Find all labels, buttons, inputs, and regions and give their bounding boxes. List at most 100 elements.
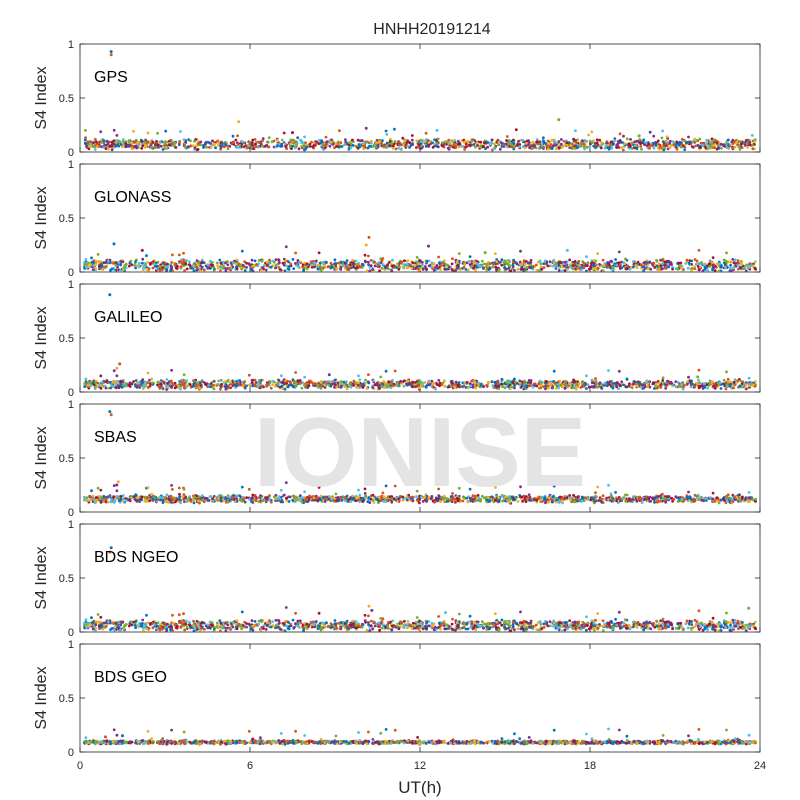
data-point bbox=[653, 387, 656, 390]
outlier-point bbox=[112, 242, 116, 246]
data-point bbox=[276, 144, 279, 148]
data-point bbox=[418, 264, 422, 268]
data-point bbox=[717, 269, 721, 273]
data-point bbox=[684, 262, 688, 265]
data-point bbox=[344, 138, 347, 142]
data-point bbox=[703, 386, 707, 389]
data-point bbox=[355, 385, 359, 389]
data-point bbox=[424, 144, 428, 148]
data-point bbox=[318, 138, 321, 142]
data-point bbox=[323, 146, 327, 150]
data-point bbox=[680, 141, 683, 145]
data-point bbox=[339, 141, 343, 145]
data-point bbox=[592, 384, 596, 388]
data-point bbox=[454, 380, 458, 384]
data-point bbox=[698, 381, 701, 385]
scatter-points bbox=[83, 50, 757, 152]
data-point bbox=[472, 143, 476, 146]
data-point bbox=[674, 145, 678, 149]
data-point bbox=[166, 382, 169, 385]
data-point bbox=[724, 266, 727, 270]
data-point bbox=[357, 381, 360, 385]
data-point bbox=[557, 146, 561, 150]
data-point bbox=[435, 142, 439, 145]
data-point bbox=[303, 261, 306, 265]
data-point bbox=[216, 264, 220, 267]
data-point bbox=[552, 264, 555, 268]
data-point bbox=[450, 268, 454, 272]
data-point bbox=[102, 146, 106, 149]
data-point bbox=[112, 128, 116, 132]
data-point bbox=[732, 265, 736, 269]
data-point bbox=[748, 140, 752, 144]
data-point bbox=[342, 380, 346, 384]
data-point bbox=[100, 263, 103, 267]
data-point bbox=[676, 381, 680, 384]
data-point bbox=[127, 264, 131, 268]
data-point bbox=[122, 268, 125, 271]
data-point bbox=[430, 261, 434, 265]
data-point bbox=[220, 382, 224, 386]
data-point bbox=[474, 386, 478, 390]
data-point bbox=[410, 267, 414, 270]
data-point bbox=[199, 140, 203, 144]
data-point bbox=[591, 264, 595, 267]
data-point bbox=[415, 139, 419, 143]
data-point bbox=[302, 268, 306, 271]
data-point bbox=[558, 379, 562, 383]
data-point bbox=[622, 148, 625, 152]
data-point bbox=[287, 268, 291, 271]
data-point bbox=[257, 259, 261, 262]
data-point bbox=[535, 138, 539, 142]
data-point bbox=[708, 262, 712, 266]
data-point bbox=[330, 140, 333, 144]
data-point bbox=[638, 138, 642, 141]
data-point bbox=[384, 146, 388, 149]
data-point bbox=[590, 141, 594, 145]
data-point bbox=[165, 146, 168, 149]
data-point bbox=[371, 268, 374, 271]
data-point bbox=[154, 146, 157, 150]
data-point bbox=[137, 381, 141, 385]
data-point bbox=[288, 383, 291, 387]
data-point bbox=[114, 383, 118, 387]
data-point bbox=[438, 384, 441, 388]
data-point bbox=[525, 384, 529, 388]
data-point bbox=[654, 141, 658, 144]
data-point bbox=[637, 134, 641, 138]
data-point bbox=[236, 134, 240, 138]
data-point bbox=[172, 144, 176, 148]
data-point bbox=[711, 267, 715, 270]
data-point bbox=[217, 143, 221, 146]
data-point bbox=[641, 140, 645, 144]
data-point bbox=[169, 269, 172, 272]
data-point bbox=[706, 269, 710, 272]
data-point bbox=[217, 379, 221, 383]
data-point bbox=[577, 382, 581, 386]
data-point bbox=[308, 142, 312, 146]
data-point bbox=[163, 140, 167, 144]
data-point bbox=[292, 267, 296, 270]
data-point bbox=[90, 260, 94, 264]
data-point bbox=[182, 264, 186, 268]
data-point bbox=[114, 144, 118, 148]
data-point bbox=[574, 387, 578, 391]
data-point bbox=[385, 141, 389, 145]
data-point bbox=[182, 144, 186, 148]
data-point bbox=[555, 386, 558, 390]
data-point bbox=[424, 131, 428, 135]
data-point bbox=[301, 145, 305, 149]
data-point bbox=[321, 261, 325, 264]
data-point bbox=[744, 383, 748, 386]
data-point bbox=[183, 269, 187, 272]
data-point bbox=[84, 129, 87, 132]
data-point bbox=[256, 145, 260, 149]
data-point bbox=[99, 488, 103, 492]
data-point bbox=[423, 265, 427, 268]
data-point bbox=[204, 383, 208, 387]
outlier-point bbox=[364, 243, 368, 247]
data-point bbox=[688, 140, 692, 144]
data-point bbox=[298, 260, 301, 264]
data-point bbox=[648, 147, 651, 150]
chart-title: HNHH20191214 bbox=[373, 21, 491, 38]
